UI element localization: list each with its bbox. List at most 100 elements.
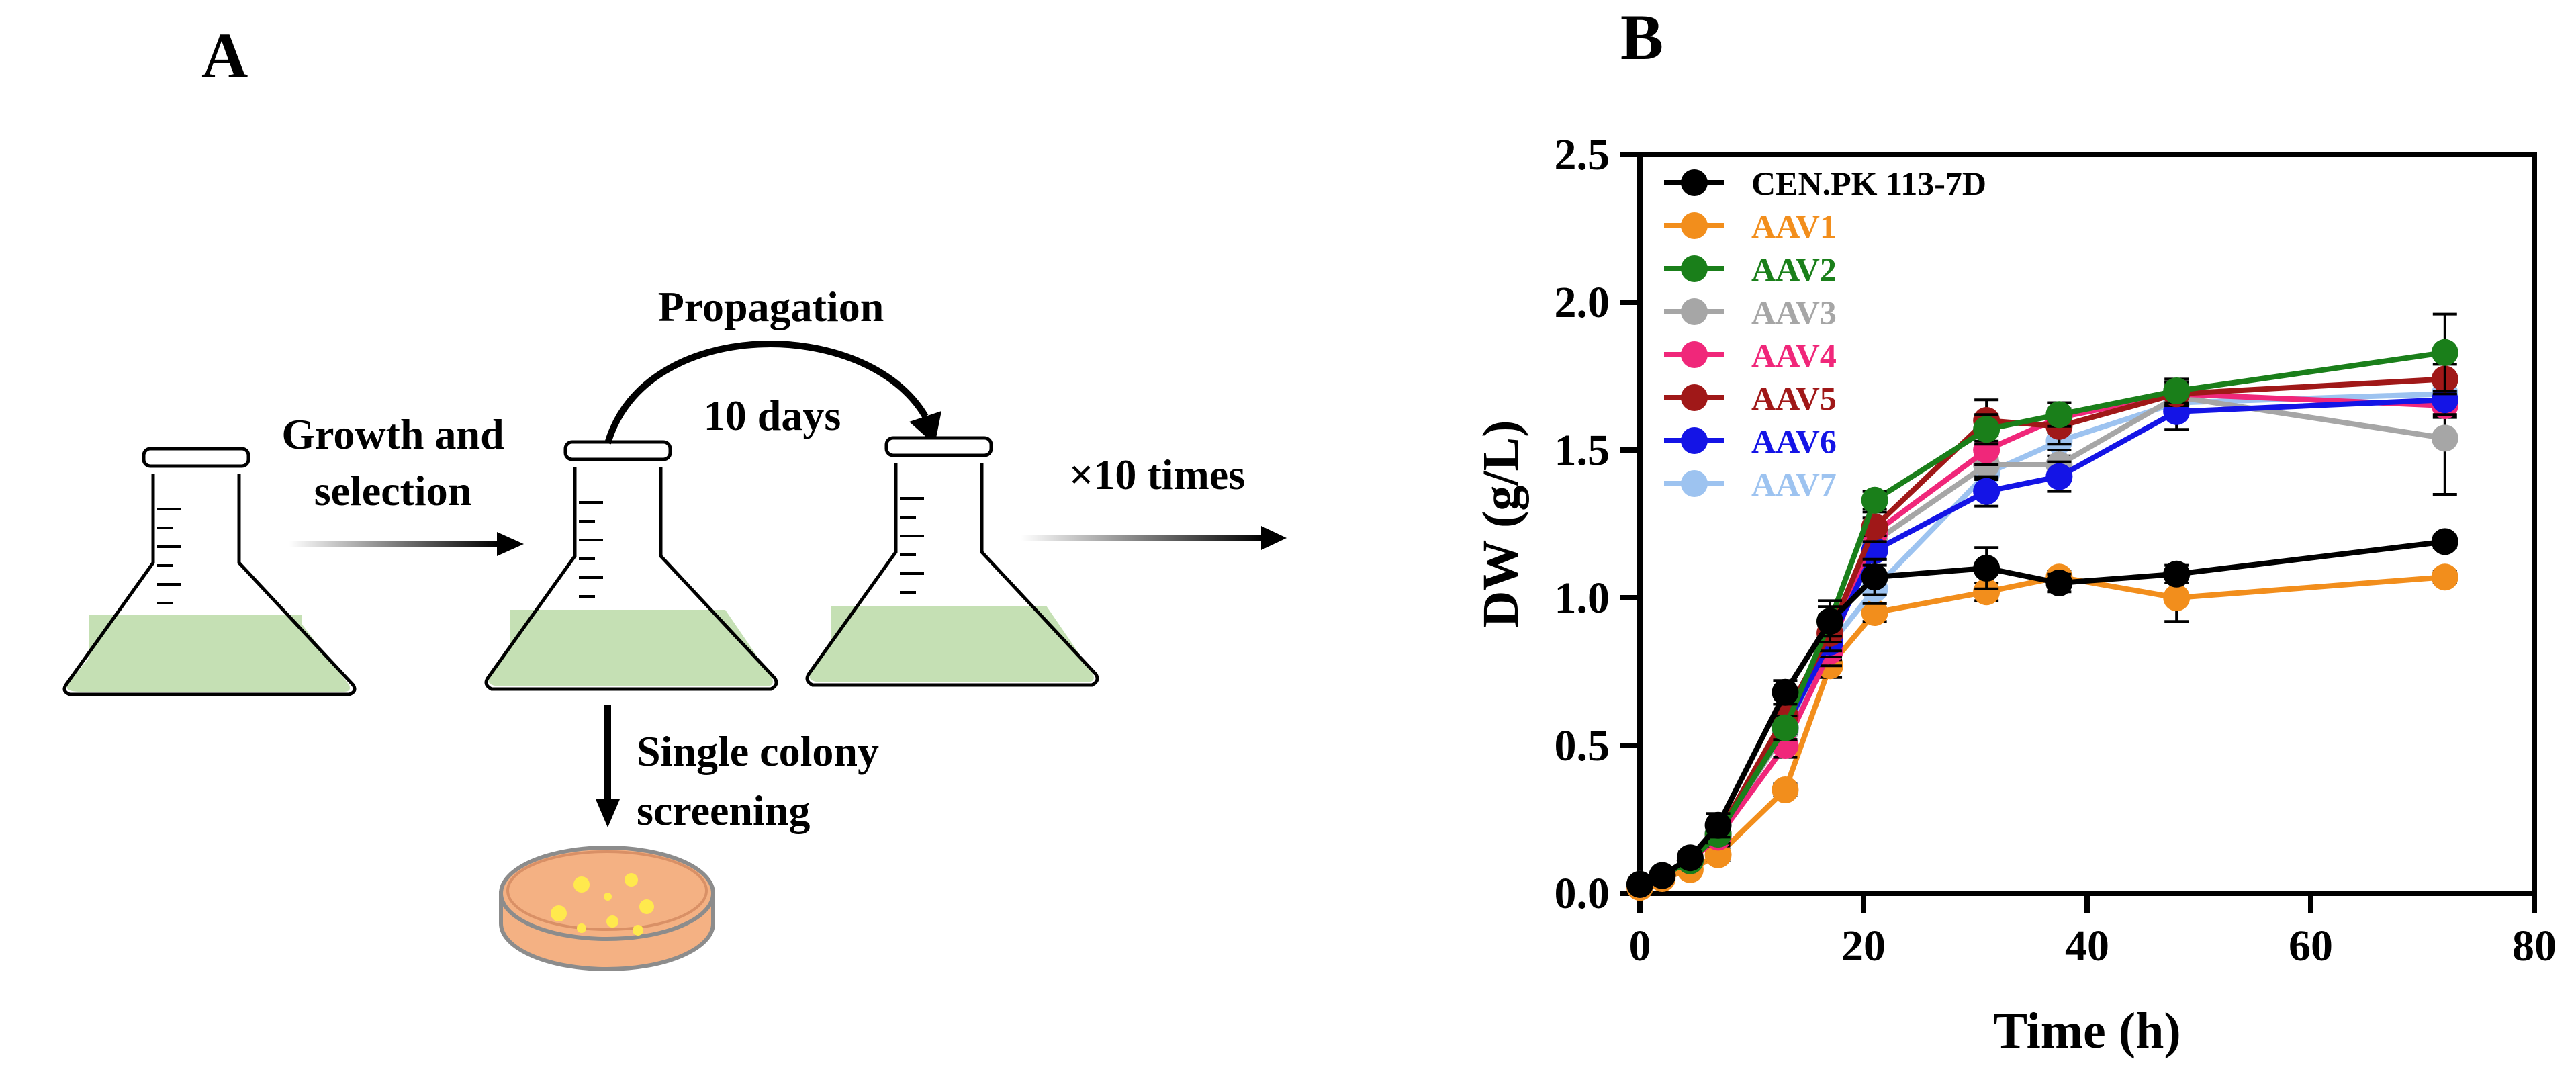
legend: CEN.PK 113-7D AAV1 AAV2 AAV3 AAV4 AAV5 AAV6 AAV…	[1664, 165, 1986, 503]
data-point	[1626, 870, 1653, 898]
legend-marker	[1681, 212, 1708, 239]
growth-label-line1: Growth and	[281, 410, 504, 458]
legend-item: AAV4	[1664, 336, 1837, 374]
x-axis: 0 20 40 60 80	[1629, 893, 2557, 971]
legend-marker	[1681, 384, 1708, 411]
legend-label: AAV1	[1751, 208, 1837, 245]
data-point	[2163, 560, 2191, 588]
flask-3-rim	[884, 436, 993, 457]
data-point	[1772, 678, 1799, 706]
petri-dish-rim	[506, 850, 708, 931]
legend-marker	[1681, 427, 1708, 454]
flask-1-rim	[142, 447, 250, 468]
x-axis-title: Time (h)	[1993, 1003, 2180, 1059]
y-tick-label: 1.5	[1555, 426, 1610, 475]
data-point	[1772, 776, 1799, 803]
colony	[573, 876, 590, 893]
series-line	[1639, 539, 2446, 887]
flask-1-graduations	[157, 508, 181, 604]
legend-marker	[1681, 255, 1708, 282]
y-tick-label: 2.5	[1555, 130, 1610, 179]
colony	[577, 923, 586, 933]
y-tick-label: 1.0	[1555, 574, 1610, 623]
panel-b-label: B	[1620, 1, 1663, 73]
legend-item: AAV6	[1664, 422, 1837, 460]
data-point	[1973, 416, 2000, 443]
flask-1	[62, 447, 357, 696]
flask-2-graduations	[579, 501, 603, 598]
panel-a-schematic: A Growth and selection	[62, 19, 1287, 971]
growth-label-line2: selection	[314, 467, 472, 514]
colony	[606, 915, 618, 928]
y-axis: 0.0 0.5 1.0 1.5 2.0 2.5	[1555, 130, 1640, 918]
legend-item: AAV7	[1664, 465, 1837, 503]
series-layer	[1626, 312, 2458, 901]
legend-label: AAV4	[1751, 336, 1837, 374]
data-point	[2163, 377, 2191, 404]
x-tick-label: 0	[1629, 921, 1651, 971]
legend-marker	[1681, 341, 1708, 368]
data-point	[1861, 599, 1888, 626]
repeat-label: ×10 times	[1069, 451, 1245, 498]
series-aav1	[1626, 563, 2458, 901]
x-tick-label: 80	[2512, 921, 2557, 971]
legend-marker	[1681, 470, 1708, 497]
colony	[604, 893, 612, 901]
data-point	[1704, 811, 1732, 839]
x-tick-label: 40	[2065, 921, 2109, 971]
legend-label: AAV7	[1751, 465, 1837, 503]
y-tick-label: 0.0	[1555, 869, 1610, 918]
flask-2-outline	[484, 467, 778, 691]
legend-marker	[1681, 169, 1708, 196]
screening-label-line1: Single colony	[637, 727, 879, 775]
legend-item: AAV5	[1664, 379, 1837, 417]
flask-1-outline	[62, 474, 357, 696]
data-point	[1973, 578, 2000, 606]
days-label: 10 days	[704, 392, 841, 439]
y-axis-title: DW (g/L)	[1473, 420, 1529, 628]
screening-arrow-head	[596, 799, 620, 827]
repeat-arrow-head	[1261, 526, 1287, 550]
legend-label: CEN.PK 113-7D	[1751, 165, 1986, 202]
data-point	[1816, 608, 1844, 635]
colonies	[551, 873, 654, 936]
data-point	[2431, 528, 2458, 555]
y-tick-label: 0.5	[1555, 721, 1610, 770]
flask-3-graduations	[900, 497, 924, 594]
flask-2-medium	[488, 610, 773, 686]
flask-2	[484, 440, 778, 691]
data-point	[2431, 424, 2458, 452]
legend-label: AAV6	[1751, 422, 1837, 460]
propagation-label: Propagation	[658, 283, 884, 330]
flask-3	[805, 436, 1099, 687]
data-point	[1676, 844, 1704, 872]
legend-item: CEN.PK 113-7D	[1664, 165, 1986, 202]
series-line	[1639, 574, 2446, 890]
x-tick-label: 20	[1841, 921, 1886, 971]
legend-label: AAV5	[1751, 379, 1837, 417]
flask-3-medium	[809, 606, 1094, 682]
colony	[551, 905, 567, 921]
colony	[625, 873, 638, 887]
data-point	[2163, 584, 2191, 611]
growth-arrow-head	[497, 532, 524, 556]
data-point	[2431, 339, 2458, 366]
series-cen-pk-113-7d	[1626, 528, 2458, 898]
repeat-arrow-shaft	[1021, 535, 1262, 541]
data-point	[1973, 478, 2000, 505]
legend-item: AAV2	[1664, 251, 1837, 288]
growth-arrow-shaft	[289, 541, 497, 547]
flask-2-rim	[563, 440, 672, 461]
panel-a-label: A	[201, 19, 248, 91]
data-point	[1861, 486, 1888, 514]
y-tick-label: 2.0	[1555, 278, 1610, 327]
data-point	[1861, 563, 1888, 591]
screening-label-line2: screening	[637, 786, 810, 834]
flask-1-medium	[66, 615, 350, 692]
data-point	[1649, 862, 1676, 889]
data-point	[1973, 555, 2000, 582]
legend-label: AAV3	[1751, 294, 1837, 331]
petri-dish	[499, 846, 715, 971]
